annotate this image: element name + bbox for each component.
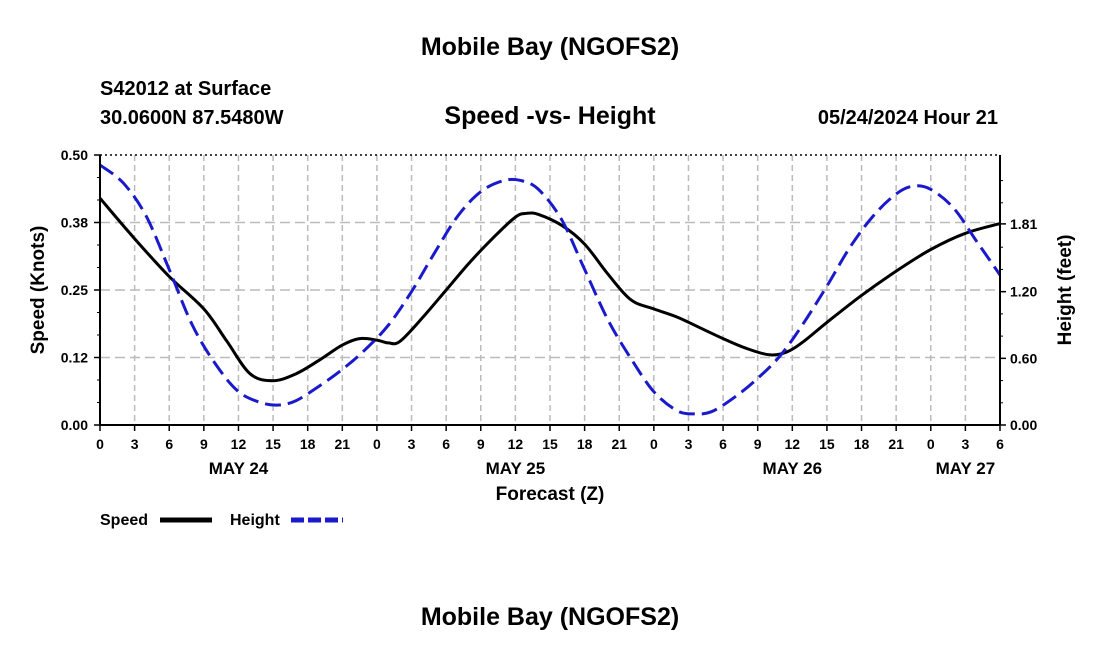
y2-tick-label: 1.20 <box>1010 284 1037 300</box>
series-line-speed <box>98 197 1001 383</box>
y2-axis-label: Height (feet) <box>1055 235 1076 346</box>
x-tick-label: 21 <box>611 436 627 452</box>
y2-tick-label: 1.81 <box>1010 216 1037 232</box>
x-tick-label: 12 <box>231 436 247 452</box>
x-tick-label: 0 <box>927 436 935 452</box>
x-tick-label: 15 <box>265 436 281 452</box>
x-tick-label: 9 <box>200 436 208 452</box>
date-label: MAY 26 <box>763 459 823 478</box>
x-tick-label: 0 <box>650 436 658 452</box>
y-tick-label: 0.12 <box>61 350 88 366</box>
x-tick-label: 15 <box>542 436 558 452</box>
x-tick-label: 18 <box>577 436 593 452</box>
x-tick-label: 6 <box>719 436 727 452</box>
x-tick-label: 12 <box>785 436 801 452</box>
x-tick-label: 21 <box>335 436 351 452</box>
series-layer <box>98 163 1002 416</box>
x-tick-label: 15 <box>819 436 835 452</box>
x-tick-label: 9 <box>477 436 485 452</box>
x-tick-label: 18 <box>300 436 316 452</box>
y2-tick-label: 0.00 <box>1010 417 1037 433</box>
date-label: MAY 27 <box>936 459 996 478</box>
y-tick-label: 0.38 <box>61 215 88 231</box>
x-tick-label: 18 <box>854 436 870 452</box>
x-tick-label: 6 <box>996 436 1004 452</box>
grid-layer <box>100 155 1000 425</box>
chart-title: Speed -vs- Height <box>444 102 656 130</box>
y2-tick-label: 0.60 <box>1010 350 1037 366</box>
timestamp-label: 05/24/2024 Hour 21 <box>818 107 998 129</box>
x-tick-label: 3 <box>131 436 139 452</box>
x-axis-label: Forecast (Z) <box>496 484 605 505</box>
x-tick-label: 3 <box>685 436 693 452</box>
station-label: S42012 at Surface <box>100 78 271 100</box>
x-tick-label: 9 <box>754 436 762 452</box>
y-tick-label: 0.25 <box>61 282 88 298</box>
date-label: MAY 24 <box>209 459 269 478</box>
footer-title: Mobile Bay (NGOFS2) <box>421 603 679 631</box>
y-tick-label: 0.50 <box>61 147 88 163</box>
date-label: MAY 25 <box>486 459 546 478</box>
series-line-height <box>99 163 1002 416</box>
tick-layer: 0 3 6 9 12 15 18 21 0 3 6 9 12 15 18 21 0 3 6 9 12 15 18 21 0 3 6M… <box>61 147 1038 478</box>
legend: Speed Height <box>100 512 343 529</box>
x-tick-label: 21 <box>888 436 904 452</box>
coordinates-label: 30.0600N 87.5480W <box>100 107 284 129</box>
x-tick-label: 6 <box>165 436 173 452</box>
x-tick-label: 3 <box>961 436 969 452</box>
legend-height-label: Height <box>230 512 280 529</box>
x-tick-label: 6 <box>442 436 450 452</box>
x-tick-label: 0 <box>373 436 381 452</box>
legend-speed-label: Speed <box>100 512 148 529</box>
y-tick-label: 0.00 <box>61 417 88 433</box>
y-axis-label: Speed (Knots) <box>28 226 49 355</box>
x-tick-label: 0 <box>96 436 104 452</box>
x-tick-label: 12 <box>508 436 524 452</box>
x-tick-label: 3 <box>408 436 416 452</box>
main-title: Mobile Bay (NGOFS2) <box>421 33 679 61</box>
